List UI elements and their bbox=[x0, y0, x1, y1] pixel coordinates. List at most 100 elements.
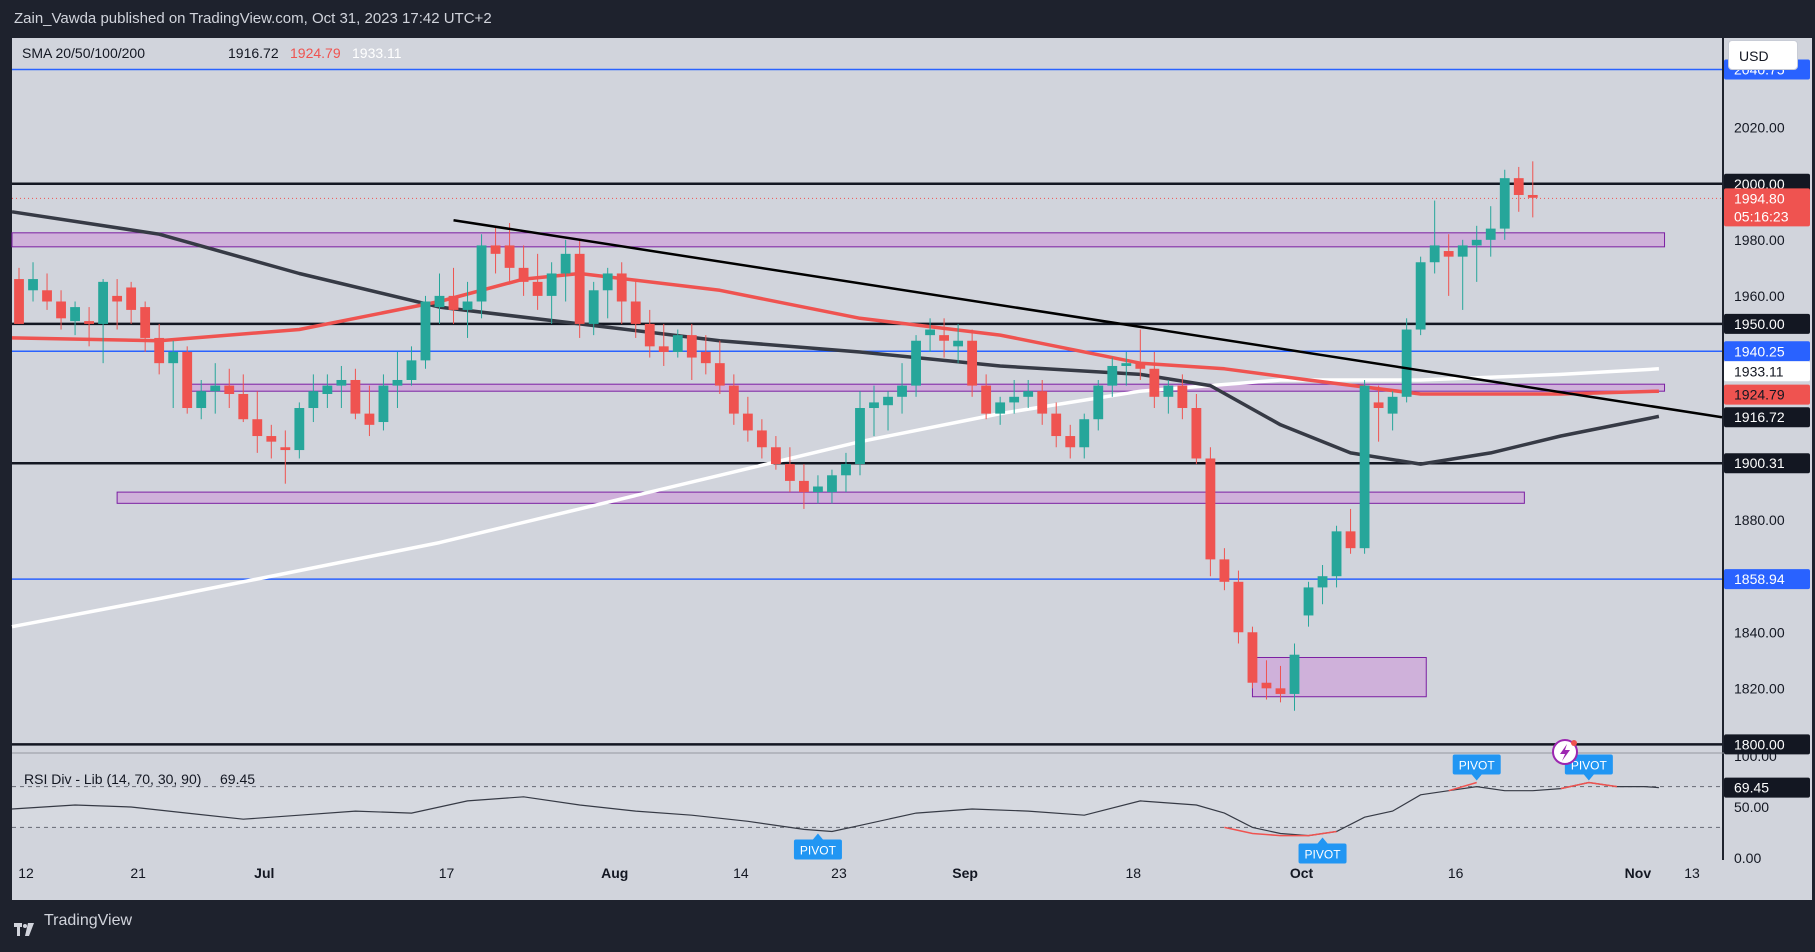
price-label: 1858.94 bbox=[1724, 569, 1810, 590]
candle-body bbox=[1051, 413, 1062, 437]
price-label: 1950.00 bbox=[1724, 313, 1810, 334]
candle-body bbox=[1317, 576, 1328, 588]
candle bbox=[883, 391, 893, 431]
price-label: 1900.31 bbox=[1724, 453, 1810, 474]
pivot-marker: PIVOT bbox=[1452, 754, 1501, 781]
candle-body bbox=[630, 301, 641, 324]
pivot-label: PIVOT bbox=[1571, 759, 1608, 773]
candle bbox=[1401, 318, 1412, 403]
candle-body bbox=[1289, 654, 1300, 694]
sma-legend-value: 1924.79 bbox=[290, 45, 341, 61]
candle-body bbox=[266, 436, 277, 442]
candle-body bbox=[84, 321, 94, 324]
candle bbox=[84, 307, 94, 347]
candle bbox=[1233, 570, 1244, 644]
price-label-text: 1933.11 bbox=[1734, 363, 1784, 379]
price-label-bg bbox=[1724, 361, 1810, 382]
candle-body bbox=[364, 413, 375, 425]
candle-body bbox=[1205, 458, 1216, 560]
candle-body bbox=[1331, 531, 1342, 577]
x-tick-label: Sep bbox=[952, 865, 978, 881]
sma-legend-label: SMA 20/50/100/200 bbox=[22, 45, 145, 61]
candle bbox=[182, 346, 193, 414]
pivot-label: PIVOT bbox=[800, 843, 837, 857]
y-tick-label: 1840.00 bbox=[1734, 624, 1785, 640]
chart-plot-area bbox=[12, 38, 1722, 860]
candle-body bbox=[658, 346, 669, 352]
candle-body bbox=[448, 295, 459, 310]
candle bbox=[967, 329, 978, 397]
candle bbox=[1317, 564, 1328, 605]
price-label-text: 1858.94 bbox=[1734, 571, 1785, 587]
sma-legend-value: 1916.72 bbox=[228, 45, 279, 61]
candle-body bbox=[56, 301, 66, 319]
price-label-bg bbox=[1724, 341, 1810, 362]
y-tick-label: 2020.00 bbox=[1734, 120, 1785, 136]
candle-body bbox=[1457, 245, 1468, 257]
price-label: 1800.00 bbox=[1724, 734, 1810, 755]
pivot-arrow bbox=[1317, 837, 1328, 844]
candle-body bbox=[911, 340, 921, 386]
price-label-text: 1924.79 bbox=[1734, 387, 1785, 403]
candle bbox=[112, 279, 123, 330]
candle bbox=[392, 351, 403, 409]
candle bbox=[56, 290, 66, 330]
candle bbox=[1023, 379, 1034, 409]
candle-body bbox=[462, 301, 473, 310]
pivot-label: PIVOT bbox=[1459, 759, 1496, 773]
candle-body bbox=[1219, 559, 1230, 582]
candle bbox=[1037, 379, 1048, 425]
candle-body bbox=[168, 351, 179, 364]
candle bbox=[672, 329, 683, 358]
price-label-bg bbox=[1724, 734, 1810, 755]
price-label-bg bbox=[1724, 384, 1810, 405]
candle-body bbox=[1023, 391, 1034, 397]
candle bbox=[799, 464, 809, 509]
candle bbox=[813, 475, 823, 504]
currency-button[interactable]: USD bbox=[1728, 40, 1798, 70]
x-tick-label: 13 bbox=[1684, 865, 1700, 881]
candle-body bbox=[532, 281, 543, 296]
candle-body bbox=[1513, 178, 1524, 195]
footer-brand-label: TradingView bbox=[44, 912, 133, 929]
candle bbox=[420, 295, 431, 369]
candle bbox=[434, 273, 445, 324]
rsi-value-bg bbox=[1724, 777, 1810, 798]
candle bbox=[238, 374, 249, 423]
candle-body bbox=[939, 335, 949, 341]
candle bbox=[1345, 508, 1356, 554]
pivot-arrow bbox=[1583, 774, 1594, 781]
candle bbox=[1163, 379, 1174, 414]
candle-body bbox=[897, 385, 907, 397]
candle bbox=[841, 452, 851, 493]
price-label-text: 1940.25 bbox=[1734, 343, 1785, 359]
candle bbox=[827, 469, 837, 504]
candle bbox=[1079, 413, 1090, 459]
candle-body bbox=[238, 394, 249, 420]
candle bbox=[1387, 391, 1398, 431]
candle-body bbox=[336, 379, 347, 386]
x-tick-label: Jul bbox=[254, 865, 274, 881]
candle-body bbox=[855, 408, 865, 465]
candle bbox=[448, 267, 459, 324]
candle bbox=[1247, 626, 1258, 689]
candle bbox=[140, 301, 151, 352]
candle bbox=[785, 447, 795, 493]
x-tick-label: 17 bbox=[439, 865, 455, 881]
price-label-text: 1900.31 bbox=[1734, 455, 1785, 471]
candle-body bbox=[1093, 385, 1104, 420]
candle bbox=[546, 262, 557, 324]
candle bbox=[1289, 643, 1300, 711]
candle bbox=[1471, 225, 1482, 282]
countdown-label: 05:16:23 bbox=[1734, 208, 1789, 224]
candle bbox=[1275, 665, 1286, 703]
candle-body bbox=[1527, 194, 1538, 198]
alert-lightning-bolt bbox=[1560, 744, 1570, 761]
candle bbox=[1219, 548, 1230, 591]
candle bbox=[1303, 581, 1314, 627]
candle bbox=[602, 267, 613, 319]
zone-0 bbox=[11, 232, 1666, 248]
candle-body bbox=[490, 245, 501, 254]
time-axis-area bbox=[12, 860, 1812, 900]
